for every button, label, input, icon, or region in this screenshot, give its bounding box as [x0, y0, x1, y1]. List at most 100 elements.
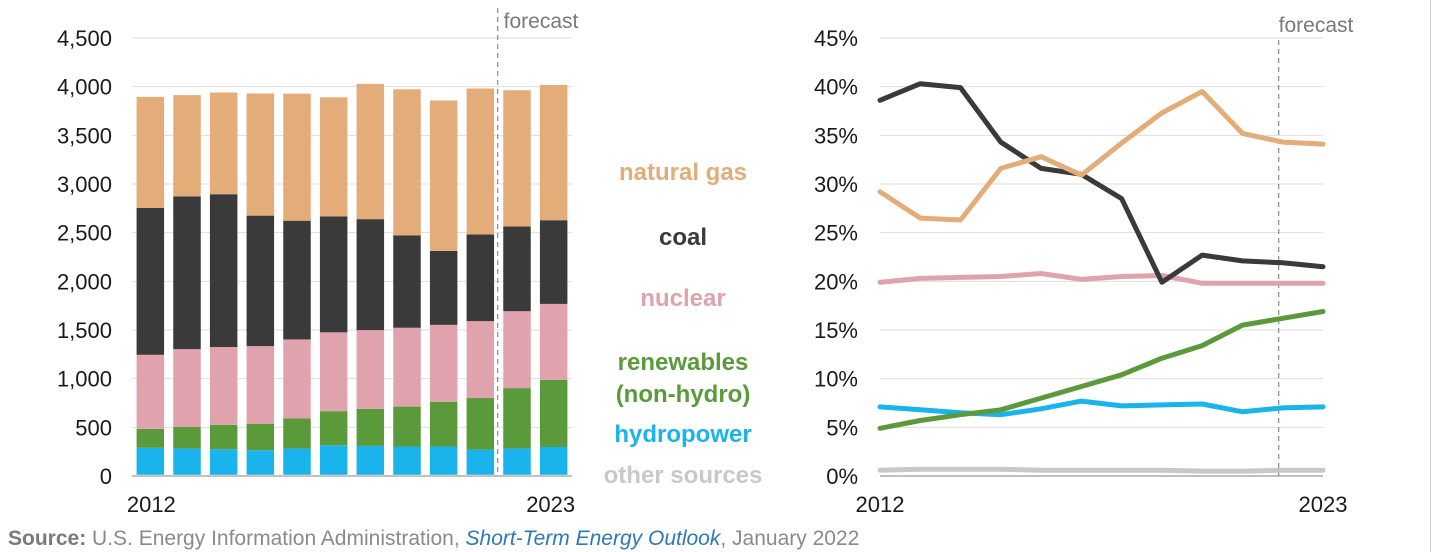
legend-label-line: hydropower	[614, 421, 751, 448]
bar-coal-2017	[319, 216, 348, 333]
bar-other-sources-2018	[356, 474, 385, 476]
y-tick-label-left: 1,500	[57, 318, 112, 343]
bar-coal-2022	[503, 226, 531, 312]
y-tick-label-right: 35%	[814, 123, 858, 148]
bar-renewables-non-hydro-2013	[173, 427, 201, 449]
y-tick-label-right: 40%	[814, 75, 858, 100]
bar-renewables-non-hydro-2018	[356, 408, 385, 446]
bar-renewables-non-hydro-2016	[283, 418, 311, 449]
forecast-label-left: forecast	[504, 10, 579, 33]
legend-label-line: (non-hydro)	[616, 381, 751, 408]
legend-label-hydropower: hydropower	[614, 421, 751, 448]
bar-other-sources-2021	[466, 474, 495, 476]
bar-natural-gas-2021	[466, 88, 495, 235]
series-line-other-sources	[877, 466, 1326, 474]
bar-natural-gas-2022	[503, 90, 531, 227]
bar-nuclear-2022	[503, 311, 531, 389]
legend-label-line: nuclear	[640, 285, 725, 312]
legend-label-line: coal	[659, 224, 707, 251]
bar-renewables-non-hydro-2015	[246, 423, 275, 451]
series-line-hydropower	[877, 398, 1326, 418]
bar-hydropower-2023	[539, 446, 568, 475]
bar-other-sources-2017	[319, 474, 348, 476]
y-tick-label-right: 15%	[814, 318, 858, 343]
bar-other-sources-2013	[173, 474, 201, 476]
bar-renewables-non-hydro-2020	[429, 401, 458, 447]
legend-label-nuclear: nuclear	[640, 285, 725, 312]
bar-nuclear-2015	[246, 346, 275, 424]
bar-coal-2021	[466, 234, 495, 322]
bar-nuclear-2013	[173, 349, 201, 428]
bar-coal-2019	[393, 235, 421, 328]
bar-coal-2023	[539, 220, 568, 304]
x-tick-label-right-end: 2023	[1299, 492, 1348, 517]
bar-other-sources-2023	[539, 474, 568, 476]
bar-natural-gas-2018	[356, 83, 385, 220]
y-tick-label-left: 3,500	[57, 123, 112, 148]
bar-natural-gas-2020	[429, 100, 458, 251]
bar-hydropower-2022	[503, 448, 531, 475]
share-line-chart: 0% 5% 10% 15% 20% 25% 30% 35% 40% 45% forecast 2012…	[814, 14, 1354, 517]
bar-hydropower-2017	[319, 445, 348, 475]
series-line-coal	[877, 81, 1326, 285]
source-note: Source: U.S. Energy Information Administ…	[8, 527, 859, 550]
bar-coal-2014	[209, 194, 238, 348]
x-tick-label-left-end: 2023	[526, 492, 575, 517]
bar-natural-gas-2013	[173, 95, 201, 197]
bar-hydropower-2014	[209, 449, 238, 475]
y-tick-label-left: 3,000	[57, 172, 112, 197]
x-tick-label-right-start: 2012	[856, 492, 905, 517]
y-tick-label-right: 30%	[814, 172, 858, 197]
bar-other-sources-2019	[393, 474, 421, 476]
bar-hydropower-2019	[393, 446, 421, 475]
bar-nuclear-2016	[283, 339, 311, 419]
y-tick-label-right: 25%	[814, 221, 858, 246]
bar-nuclear-2021	[466, 321, 495, 399]
bar-renewables-non-hydro-2021	[466, 398, 495, 450]
y-tick-label-left: 4,000	[57, 75, 112, 100]
source-prefix: Source:	[8, 527, 86, 550]
bar-natural-gas-2012	[136, 96, 165, 208]
y-tick-label-right: 20%	[814, 269, 858, 294]
bar-other-sources-2020	[429, 474, 458, 476]
source-text: U.S. Energy Information Administration,	[86, 527, 465, 550]
bar-nuclear-2017	[319, 332, 348, 412]
bar-other-sources-2014	[209, 474, 238, 476]
bar-nuclear-2019	[393, 327, 421, 407]
y-tick-label-right: 10%	[814, 367, 858, 392]
y-tick-label-left: 500	[75, 415, 112, 440]
bar-natural-gas-2015	[246, 93, 275, 216]
bar-nuclear-2023	[539, 303, 568, 380]
bar-coal-2013	[173, 196, 201, 350]
bar-hydropower-2021	[466, 449, 495, 475]
bar-renewables-non-hydro-2017	[319, 411, 348, 446]
series-line-natural-gas	[877, 89, 1326, 223]
bar-hydropower-2016	[283, 448, 311, 475]
legend-label-other-sources: other sources	[604, 462, 763, 489]
bar-coal-2020	[429, 250, 458, 325]
bar-nuclear-2020	[429, 324, 458, 402]
bar-other-sources-2022	[503, 474, 531, 476]
y-tick-label-left: 2,000	[57, 269, 112, 294]
legend-label-line: other sources	[604, 462, 763, 489]
bar-natural-gas-2016	[283, 93, 311, 221]
bar-renewables-non-hydro-2014	[209, 424, 238, 450]
x-tick-label-left-start: 2012	[127, 492, 176, 517]
source-suffix: , January 2022	[720, 527, 859, 550]
y-tick-label-left: 1,000	[57, 367, 112, 392]
bar-other-sources-2016	[283, 474, 311, 476]
bar-coal-2012	[136, 207, 165, 355]
legend-label-coal: coal	[659, 224, 707, 251]
bar-other-sources-2012	[136, 474, 165, 476]
forecast-label-right: forecast	[1279, 14, 1354, 37]
bar-hydropower-2020	[429, 446, 458, 475]
stacked-bar-chart: 0 500 1,000 1,500 2,000 2,500 3,000 3,500 4,000 4…	[57, 8, 579, 517]
bar-natural-gas-2014	[209, 92, 238, 195]
bar-nuclear-2012	[136, 354, 165, 429]
y-tick-label-left: 2,500	[57, 221, 112, 246]
bar-other-sources-2015	[246, 474, 275, 476]
bar-hydropower-2015	[246, 450, 275, 475]
source-link[interactable]: Short-Term Energy Outlook	[466, 527, 722, 550]
y-tick-label-right: 0%	[826, 464, 858, 489]
